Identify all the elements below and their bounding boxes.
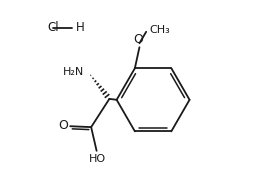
Text: H: H xyxy=(76,21,84,34)
Text: HO: HO xyxy=(89,154,106,164)
Text: O: O xyxy=(134,33,143,46)
Text: CH₃: CH₃ xyxy=(150,25,170,35)
Text: Cl: Cl xyxy=(47,21,59,34)
Text: O: O xyxy=(59,119,68,132)
Text: H₂N: H₂N xyxy=(63,67,84,77)
